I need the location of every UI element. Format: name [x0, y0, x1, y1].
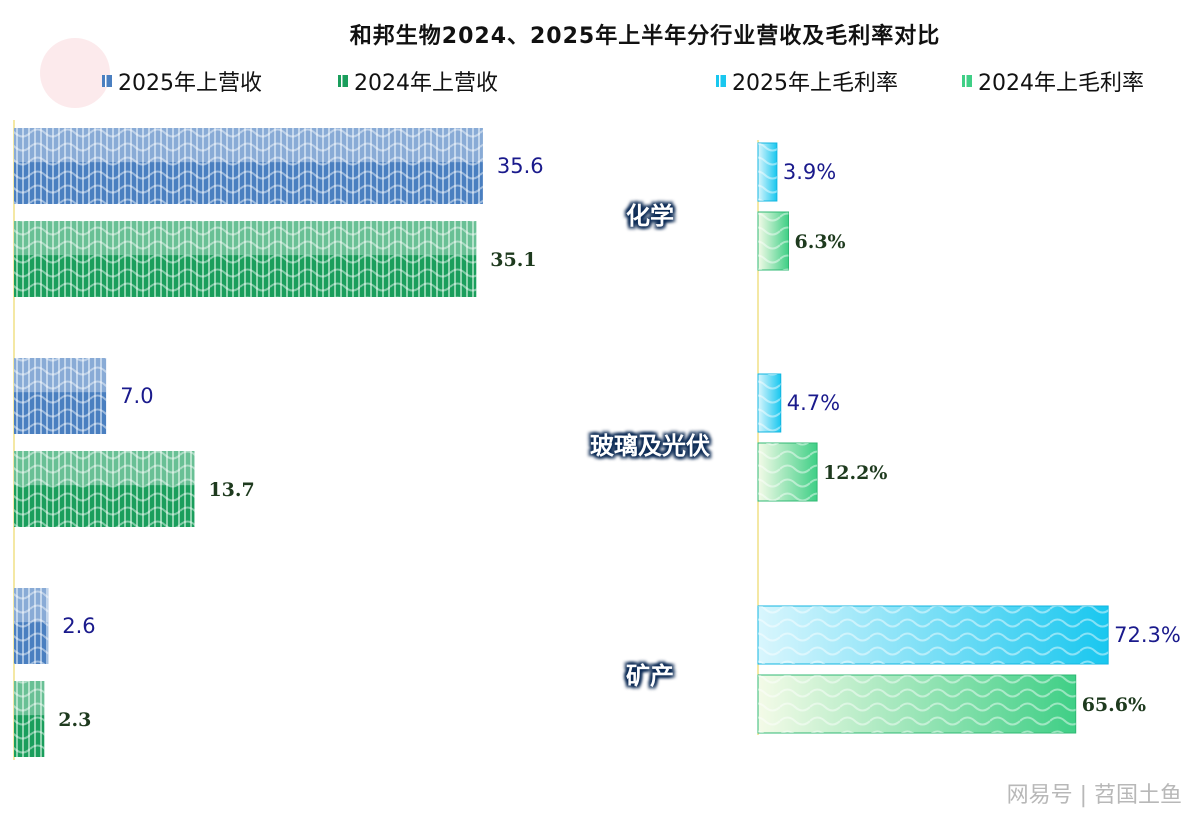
margin-data-label: 72.3% — [1114, 623, 1181, 647]
legend-label: 2025年上毛利率 — [732, 71, 898, 96]
margin-data-label: 6.3% — [795, 231, 846, 253]
margin-bar-texture — [758, 675, 1076, 733]
revenue-bar-texture — [14, 358, 107, 434]
revenue-bar-texture — [14, 681, 45, 757]
revenue-data-label: 35.1 — [490, 249, 536, 271]
legend-swatch — [962, 75, 972, 87]
margin-bar-texture — [758, 374, 781, 432]
category-label-chemistry: 化学 — [626, 202, 674, 230]
legend-item-revenue-2025: 2025年上营收 — [102, 66, 262, 96]
revenue-data-label: 2.3 — [58, 709, 91, 731]
margin-bar-texture — [758, 606, 1109, 664]
revenue-data-label: 35.6 — [497, 154, 544, 178]
legend-item-margin-2025: 2025年上毛利率 — [716, 66, 898, 96]
legend-item-margin-2024: 2024年上毛利率 — [962, 66, 1144, 96]
category-label-mining: 矿产 — [626, 662, 674, 690]
legend-label: 2024年上毛利率 — [978, 71, 1144, 96]
category-label-glass-pv: 玻璃及光伏 — [590, 432, 710, 460]
legend-swatch — [716, 75, 726, 87]
margin-bar-texture — [758, 443, 818, 501]
logo-watermark-icon — [40, 38, 110, 108]
chart-title: 和邦生物2024、2025年上半年分行业营收及毛利率对比 — [349, 24, 941, 49]
revenue-bar-texture — [14, 588, 49, 664]
margin-bar-texture — [758, 143, 777, 201]
revenue-data-label: 2.6 — [62, 614, 95, 638]
revenue-data-label: 7.0 — [120, 384, 153, 408]
revenue-data-label: 13.7 — [208, 479, 254, 501]
legend-swatch — [338, 75, 348, 87]
watermark-text: 网易号 | 苕国土鱼 — [1006, 783, 1182, 808]
margin-data-label: 3.9% — [783, 160, 836, 184]
revenue-bar-texture — [14, 221, 477, 297]
margin-data-label: 65.6% — [1082, 694, 1146, 716]
legend-label: 2025年上营收 — [118, 71, 262, 96]
margin-bar-texture — [758, 212, 789, 270]
margin-data-label: 4.7% — [787, 391, 840, 415]
revenue-bar-texture — [14, 128, 483, 204]
margin-data-label: 12.2% — [823, 462, 887, 484]
legend-label: 2024年上营收 — [354, 71, 498, 96]
legend-swatch — [102, 75, 112, 87]
legend-item-revenue-2024: 2024年上营收 — [338, 66, 498, 96]
revenue-bar-texture — [14, 451, 195, 527]
